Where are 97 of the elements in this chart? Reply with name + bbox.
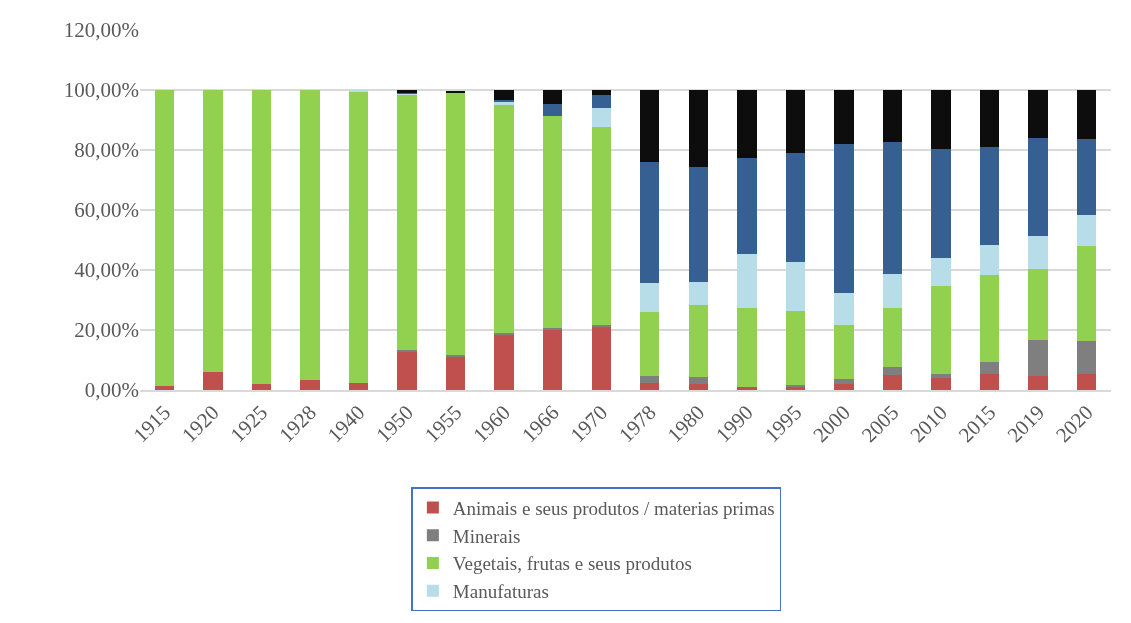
y-tick-label: 20,00% [74,318,139,343]
bar [931,90,951,150]
y-tick-label: 120,00% [63,18,139,43]
bar [688,90,709,167]
bar [1077,214,1097,247]
bar [300,90,320,381]
bar [737,307,757,388]
bar [494,333,514,336]
bar [834,90,854,145]
bar [1028,339,1048,377]
bar [737,387,757,390]
bar [931,149,951,258]
bar [882,273,903,309]
bar [1077,246,1097,342]
y-tick-label: 100,00% [63,78,139,103]
bar [785,153,806,263]
y-tick-label: 80,00% [74,138,139,163]
bar [494,335,514,390]
bar [834,325,854,379]
bar [882,375,903,390]
bar [591,94,611,108]
bar [785,262,806,312]
bar [882,367,903,375]
y-tick-label: 40,00% [74,258,139,283]
bar [203,90,223,372]
bar [542,330,563,390]
bar [785,90,806,153]
bar [688,384,709,390]
bar [688,282,709,306]
bar [591,107,611,128]
bar [154,90,174,386]
bar [979,274,1000,363]
bar [979,147,1000,245]
bar [785,311,806,385]
bar [834,383,854,390]
bar [979,90,1000,148]
bar [348,90,369,93]
bar [300,380,320,390]
bar [1028,138,1048,236]
bar [1028,376,1048,390]
y-tick-label: 60,00% [74,198,139,223]
bar [834,378,854,384]
bar [542,103,563,116]
bar [251,90,272,384]
bar [640,90,660,163]
bar [931,285,951,374]
bar [591,90,611,95]
legend-label: Minerais [452,525,521,547]
bar [397,351,417,390]
bar [1028,235,1048,269]
bar [542,328,563,331]
bar [882,308,903,368]
bar [397,94,417,351]
bar [542,115,563,329]
legend-label: Manufaturas [452,581,549,603]
bar [591,127,611,325]
bar [1028,90,1048,138]
bar [1077,90,1097,140]
bar [979,244,1000,275]
bar [542,90,563,104]
bar [640,382,660,390]
bar [494,90,514,100]
bar [1077,374,1097,390]
bar [931,378,951,390]
bar [688,166,709,283]
bar [931,258,951,286]
bar [882,141,903,274]
bar [979,362,1000,375]
bar [640,283,660,313]
bar [203,372,223,390]
bar [445,356,466,390]
bar [1077,341,1097,375]
bar [1077,139,1097,215]
bar [737,157,757,254]
bar [1028,268,1048,340]
bar [688,305,709,377]
bar [494,105,514,333]
bar [251,384,272,390]
bar [591,326,611,390]
legend-label: Vegetais, frutas e seus produtos [452,553,692,575]
bar [931,373,951,378]
legend-label: Animais e seus produtos / materias primas [452,497,775,519]
bar [348,92,369,384]
bar [640,162,660,284]
y-tick-label: 0,00% [84,378,139,403]
bar [882,90,903,142]
bar [737,90,757,158]
bar [494,99,514,102]
bar [979,374,1000,390]
bar [591,324,611,327]
bar [834,144,854,293]
bar [348,383,369,390]
bar [640,312,660,376]
bar [737,253,757,308]
bar [834,292,854,326]
bar [640,375,660,383]
bar [445,93,466,356]
